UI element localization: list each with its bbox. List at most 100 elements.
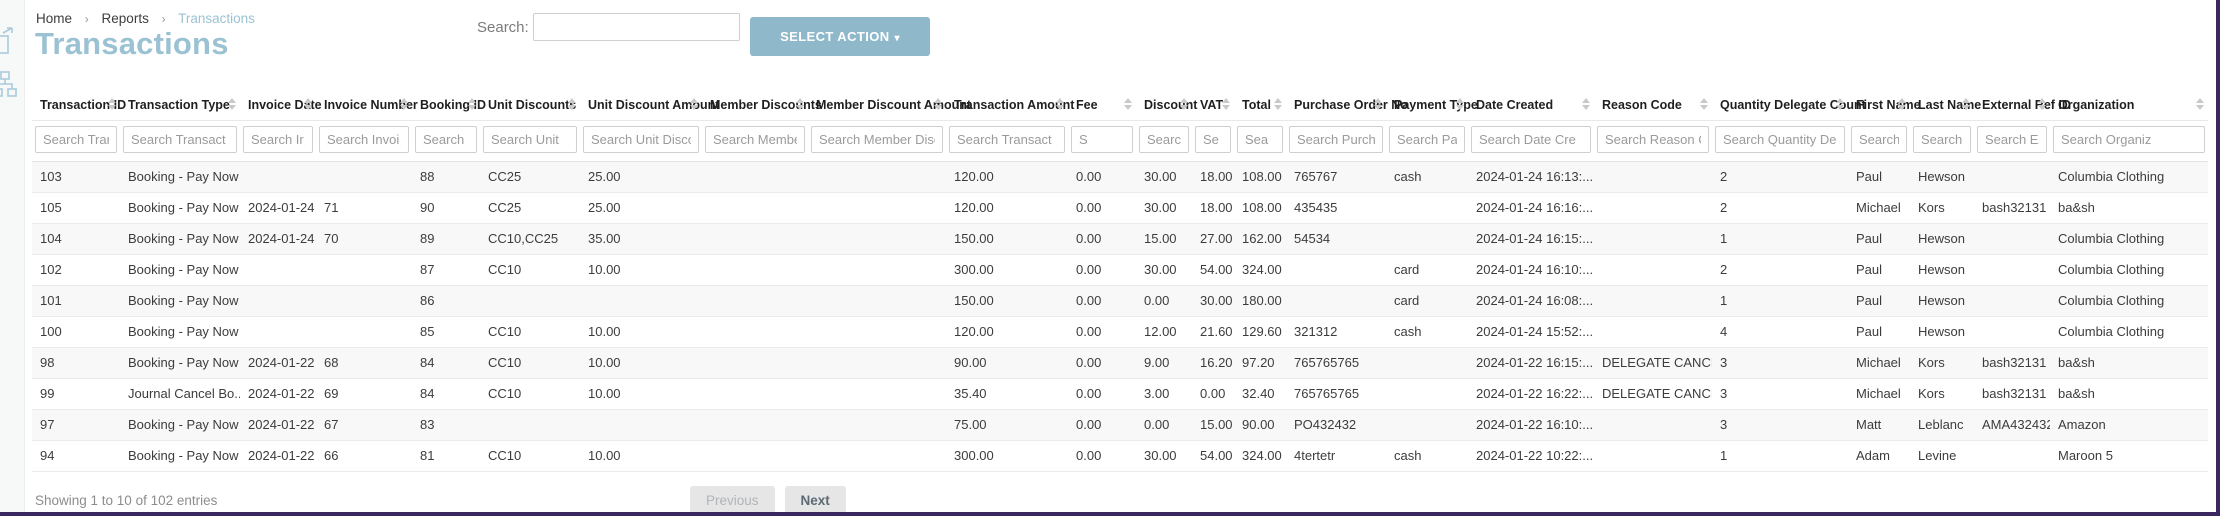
column-header-purchase-order-no[interactable]: Purchase Order No (1286, 90, 1408, 120)
cell-last-name: Hewson (1910, 316, 1974, 348)
sort-icon[interactable] (400, 98, 409, 112)
column-header-total[interactable]: Total (1234, 90, 1286, 120)
filter-input-invoice-date[interactable] (243, 125, 313, 153)
sort-icon[interactable] (468, 98, 477, 112)
sort-icon[interactable] (2196, 98, 2205, 112)
column-header-member-discounts[interactable]: Member Discounts (702, 90, 822, 120)
sort-icon[interactable] (1222, 98, 1231, 112)
column-header-payment-type[interactable]: Payment Type (1386, 90, 1478, 120)
cell-payment-type: cash (1386, 440, 1468, 472)
sort-icon[interactable] (1374, 98, 1383, 112)
sort-icon[interactable] (1456, 98, 1465, 112)
filter-input-quantity-delegate-count[interactable] (1715, 125, 1845, 153)
sort-icon[interactable] (1700, 98, 1709, 112)
filter-input-external-ref-id[interactable] (1977, 125, 2047, 153)
cell-purchase-order-no: 765765765 (1286, 347, 1386, 379)
sort-icon[interactable] (1582, 98, 1591, 112)
table-row[interactable]: 99 Journal Cancel Bo... 2024-01-22 69 84 CC10… (32, 378, 2208, 410)
column-header-fee[interactable]: Fee (1068, 90, 1136, 120)
cell-fee: 0.00 (1068, 285, 1136, 317)
filter-input-last-name[interactable] (1913, 125, 1971, 153)
sort-icon[interactable] (1180, 98, 1189, 112)
breadcrumb-reports[interactable]: Reports (101, 11, 149, 26)
filter-input-organization[interactable] (2053, 125, 2205, 153)
table-row[interactable]: 97 Booking - Pay Now 2024-01-22 67 83 75.00 0.… (32, 409, 2208, 441)
column-header-discount[interactable]: Discount (1136, 90, 1197, 120)
column-header-quantity-delegate-count[interactable]: Quantity Delegate Count (1712, 90, 1866, 120)
column-header-external-ref-id[interactable]: External Ref ID (1974, 90, 2071, 120)
filter-input-payment-type[interactable] (1389, 125, 1465, 153)
sort-icon[interactable] (1962, 98, 1971, 112)
filter-input-fee[interactable] (1071, 125, 1133, 153)
search-input[interactable] (533, 13, 740, 41)
sort-icon[interactable] (304, 98, 313, 112)
filter-input-reason-code[interactable] (1597, 125, 1709, 153)
filter-input-vat[interactable] (1195, 125, 1231, 153)
filter-input-transaction-type[interactable] (123, 125, 237, 153)
cell-first-name: Adam (1848, 440, 1910, 472)
sort-icon[interactable] (934, 98, 943, 112)
sort-icon[interactable] (1056, 98, 1065, 112)
column-header-vat[interactable]: VAT (1192, 90, 1234, 120)
column-header-member-discount-amount[interactable]: Member Discount Amount (808, 90, 971, 120)
sort-icon[interactable] (1836, 98, 1845, 112)
filter-input-total[interactable] (1237, 125, 1283, 153)
sort-icon[interactable] (796, 98, 805, 112)
column-header-organization[interactable]: Organization (2050, 90, 2208, 120)
filter-input-transaction-id[interactable] (35, 125, 117, 153)
filter-input-first-name[interactable] (1851, 125, 1907, 153)
table-row[interactable]: 103 Booking - Pay Now 88 CC25 25.00 120.00 0.0… (32, 161, 2208, 193)
column-header-last-name[interactable]: Last Name (1910, 90, 1981, 120)
filter-input-member-discounts[interactable] (705, 125, 805, 153)
sitemap-icon[interactable] (0, 70, 18, 100)
breadcrumb-home[interactable]: Home (36, 11, 73, 26)
column-header-date-created[interactable]: Date Created (1468, 90, 1594, 120)
column-header-unit-discounts[interactable]: Unit Discounts (480, 90, 580, 120)
filter-input-date-created[interactable] (1471, 125, 1591, 153)
cell-unit-discounts: CC10 (480, 378, 580, 410)
table-row[interactable]: 101 Booking - Pay Now 86 150.00 0.00 0.00 30.0… (32, 285, 2208, 317)
sort-icon[interactable] (690, 98, 699, 112)
filter-input-discount[interactable] (1139, 125, 1189, 153)
column-header-transaction-amount[interactable]: Transaction Amount (946, 90, 1074, 120)
sort-icon[interactable] (1898, 98, 1907, 112)
column-header-invoice-number[interactable]: Invoice Number (316, 90, 418, 120)
column-header-reason-code[interactable]: Reason Code (1594, 90, 1712, 120)
table-row[interactable]: 100 Booking - Pay Now 85 CC10 10.00 120.00 0.0… (32, 316, 2208, 348)
sort-icon[interactable] (2038, 98, 2047, 112)
filter-input-purchase-order-no[interactable] (1289, 125, 1383, 153)
cell-unit-discount-amount: 10.00 (580, 378, 702, 410)
sort-icon[interactable] (228, 98, 237, 112)
column-header-invoice-date[interactable]: Invoice Date (240, 90, 322, 120)
column-header-transaction-id[interactable]: Transaction ID (32, 90, 126, 120)
table-row[interactable]: 98 Booking - Pay Now 2024-01-22 68 84 CC10 10.… (32, 347, 2208, 379)
sort-icon[interactable] (568, 98, 577, 112)
table-row[interactable]: 102 Booking - Pay Now 87 CC10 10.00 300.00 0.0… (32, 254, 2208, 286)
select-action-button[interactable]: SELECT ACTION ▾ (750, 17, 930, 56)
breadcrumb-separator: › (161, 12, 166, 26)
trending-chart-icon[interactable] (0, 26, 18, 56)
previous-page-button[interactable]: Previous (690, 486, 775, 514)
filter-input-member-discount-amount[interactable] (811, 125, 943, 153)
column-header-unit-discount-amount[interactable]: Unit Discount Amount (580, 90, 719, 120)
column-header-first-name[interactable]: First Name (1848, 90, 1921, 120)
table-row[interactable]: 104 Booking - Pay Now 2024-01-24 70 89 CC10,C… (32, 223, 2208, 255)
table-row[interactable]: 94 Booking - Pay Now 2024-01-22 66 81 CC10 10.… (32, 440, 2208, 472)
cell-purchase-order-no (1286, 285, 1386, 317)
filter-cell (1712, 119, 1848, 162)
next-page-button[interactable]: Next (784, 486, 846, 514)
filter-input-invoice-number[interactable] (319, 125, 409, 153)
filter-input-unit-discount-amount[interactable] (583, 125, 699, 153)
column-header-booking-id[interactable]: Booking ID (412, 90, 486, 120)
column-label: Invoice Number (324, 97, 418, 112)
filter-input-unit-discounts[interactable] (483, 125, 577, 153)
filter-input-booking-id[interactable] (415, 125, 477, 153)
sort-icon[interactable] (1274, 98, 1283, 112)
sort-icon[interactable] (108, 98, 117, 112)
filter-input-transaction-amount[interactable] (949, 125, 1065, 153)
column-header-transaction-type[interactable]: Transaction Type (120, 90, 240, 120)
table-row[interactable]: 105 Booking - Pay Now 2024-01-24 71 90 CC25 25… (32, 192, 2208, 224)
breadcrumb-transactions[interactable]: Transactions (178, 11, 255, 26)
sort-icon[interactable] (1124, 98, 1133, 112)
column-label: VAT (1200, 97, 1224, 112)
